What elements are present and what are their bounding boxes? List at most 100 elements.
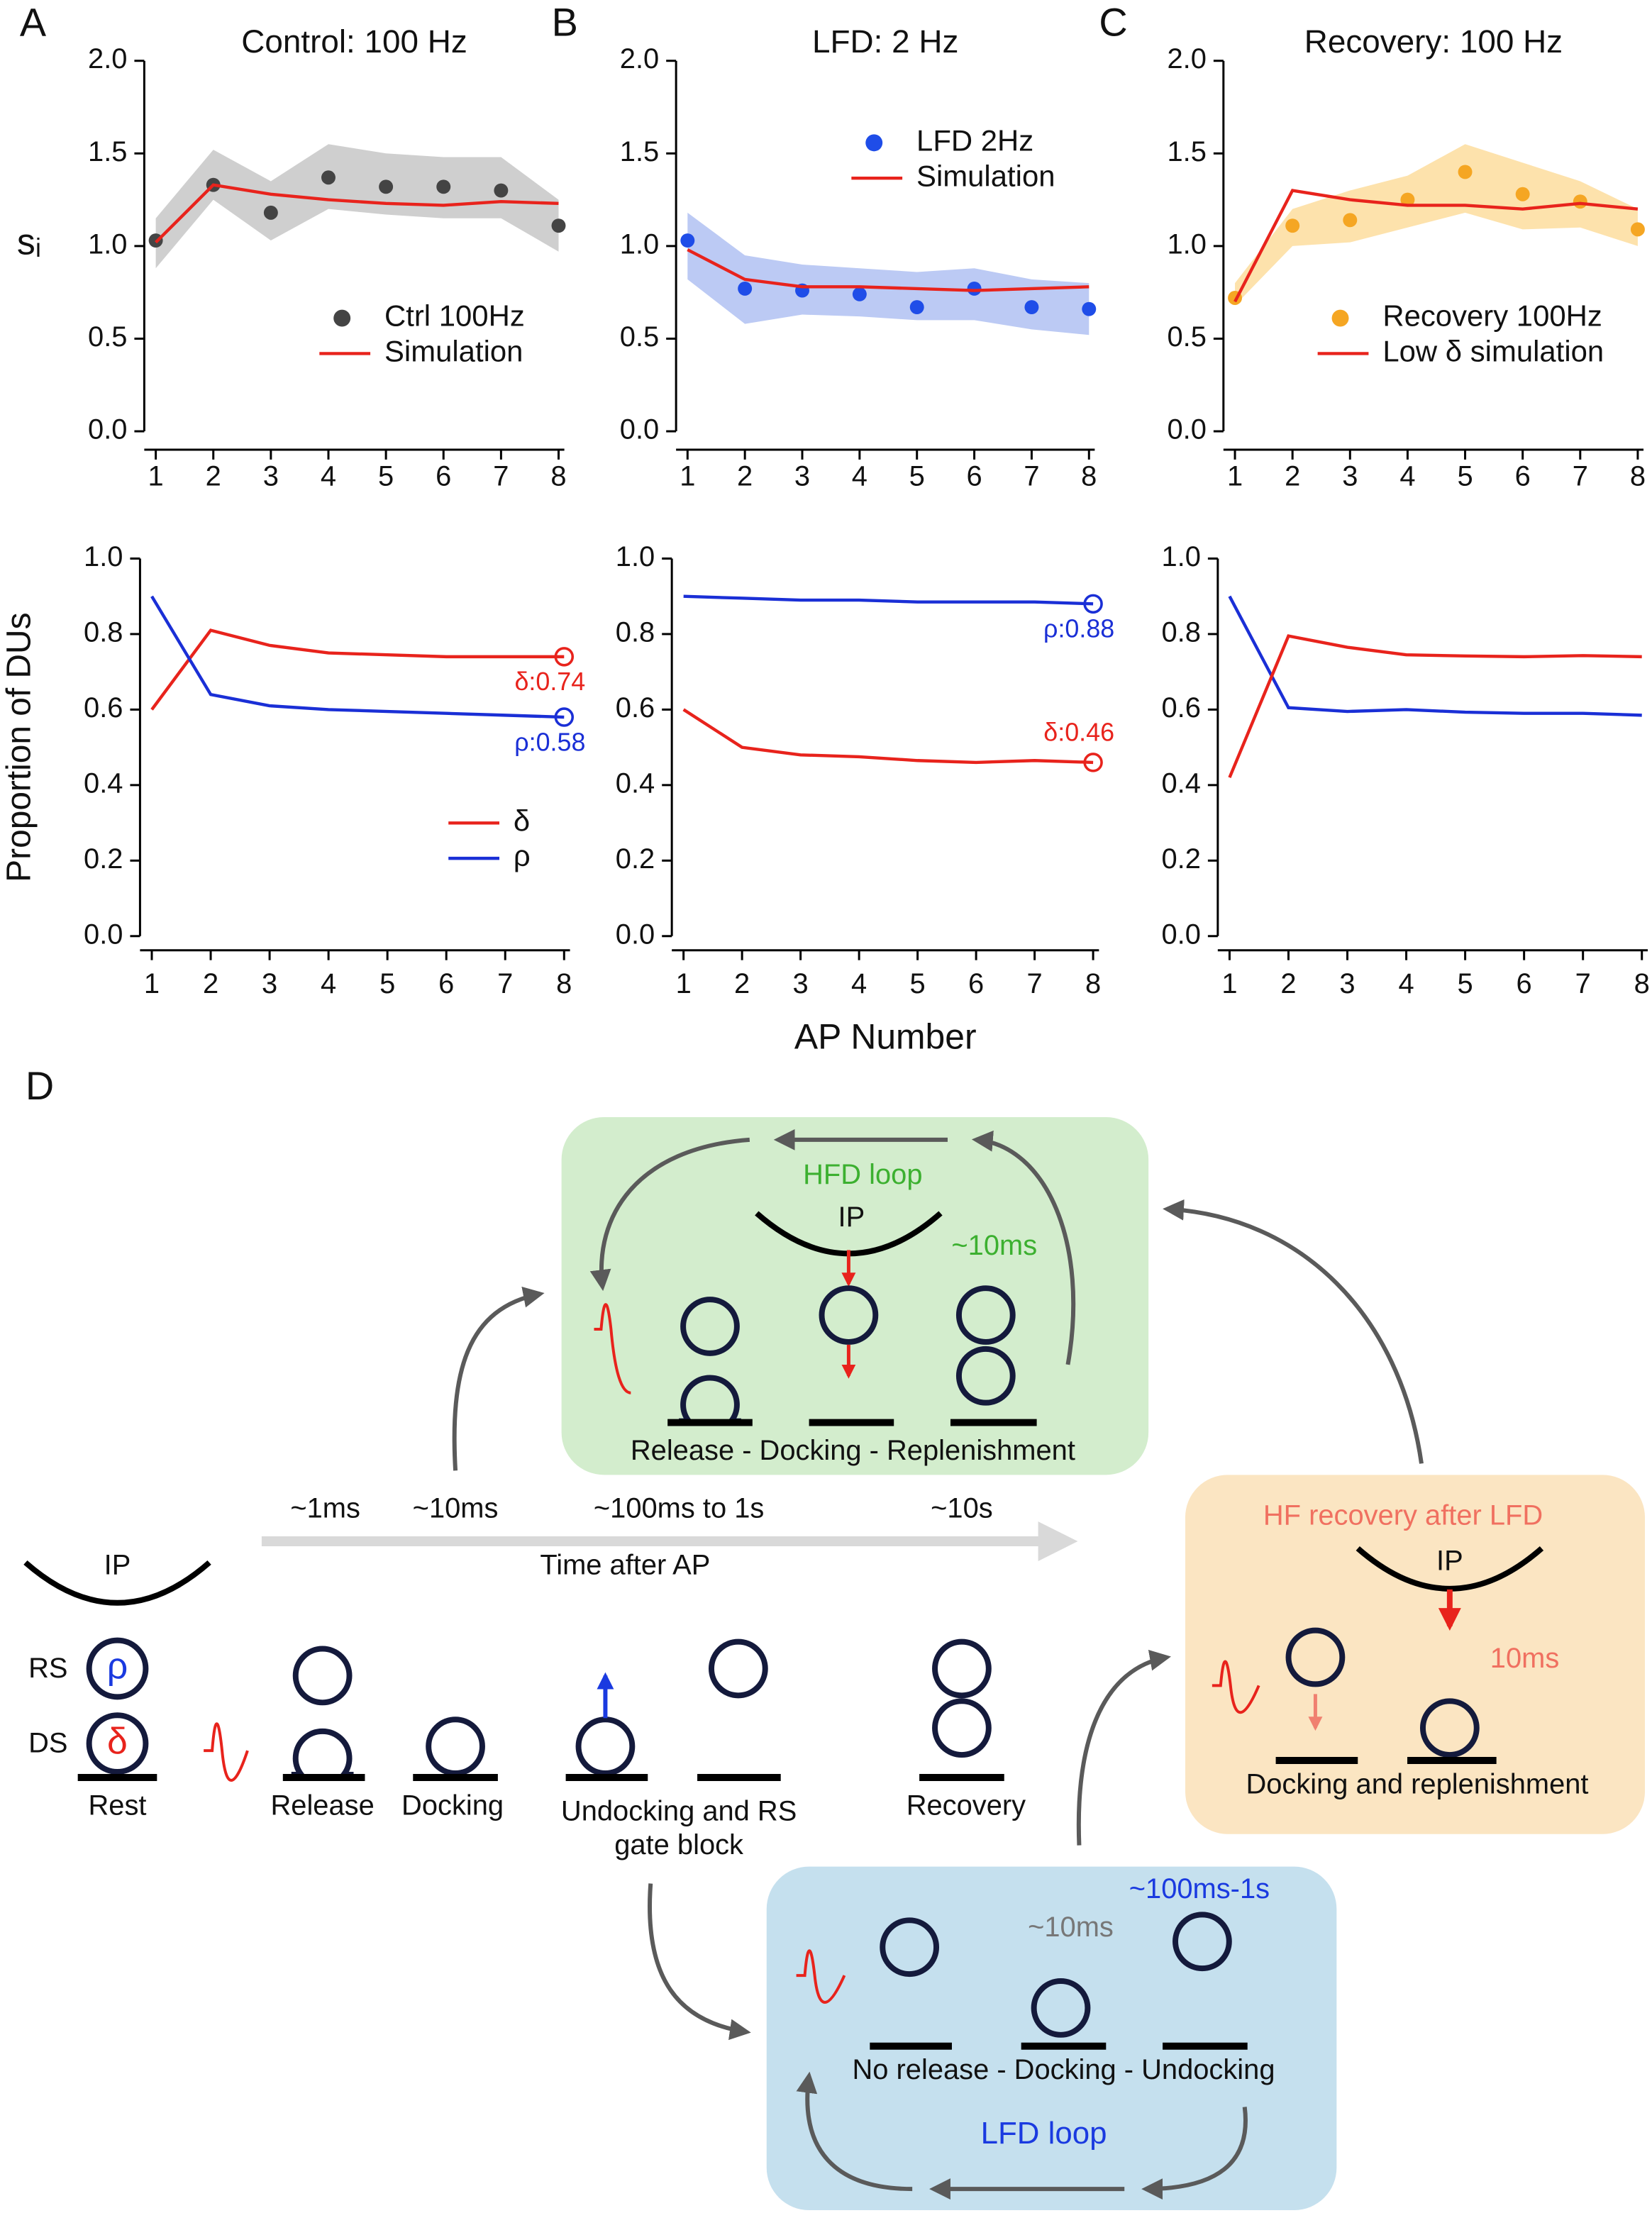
arrow [1141, 2107, 1248, 2200]
ip-label: IP [838, 1202, 865, 1233]
vesicle [932, 1698, 992, 1758]
data-point [1400, 192, 1415, 207]
x-tick-label: 6 [966, 460, 982, 492]
y-tick-label: 1.0 [88, 228, 127, 260]
ip-label: IP [104, 1549, 131, 1580]
end-marker [1083, 753, 1103, 772]
vesicle [708, 1638, 768, 1699]
y-tick-label: 0.6 [84, 692, 123, 723]
y-tick-label: 1.0 [1161, 541, 1200, 572]
end-marker [554, 647, 575, 667]
x-tick-label: 8 [1081, 460, 1097, 492]
legend-label: Simulation [384, 334, 523, 367]
data-line [155, 183, 559, 244]
vesicle [292, 1646, 353, 1706]
vesicle [819, 1285, 879, 1345]
hfd-box [561, 1116, 1149, 1475]
vesicle [1173, 1912, 1232, 1972]
time-mark: ~1ms [290, 1493, 360, 1524]
chart-title: Recovery: 100 Hz [1304, 23, 1563, 60]
data-label: δ:0.46 [1043, 719, 1114, 747]
x-tick-label: 5 [378, 460, 394, 492]
time-label: ~10ms [1028, 1912, 1114, 1943]
error-band [687, 212, 1090, 335]
x-tick-label: 5 [379, 968, 395, 999]
x-tick-label: 7 [1024, 460, 1039, 492]
hfd-title: HFD loop [803, 1159, 922, 1190]
data-point [1285, 218, 1300, 233]
legend-label: δ [514, 804, 530, 837]
x-tick-label: 6 [968, 968, 984, 999]
data-point [1515, 187, 1530, 201]
x-tick-label: 4 [321, 460, 336, 492]
arrow [1163, 1199, 1424, 1464]
vesicle [1419, 1698, 1480, 1758]
chart: 0.0 0.5 1.0 1.5 2.0 1 2 3 4 5 6 7 8 Recovery: 100 Hz C… [1099, 0, 1646, 492]
vesicle [880, 1917, 940, 1978]
data-line [1234, 189, 1639, 303]
y-tick-label: 0.0 [1167, 414, 1206, 445]
state-label: Recovery [907, 1790, 1026, 1821]
panel-label: A [20, 0, 47, 45]
y-tick-label: 0.5 [620, 321, 659, 353]
chart: 0.0 0.5 1.0 1.5 2.0 1 2 3 4 5 6 7 8 Control: 100 Hz As… [17, 0, 567, 492]
error-band [1235, 144, 1638, 306]
y-tick-label: 0.0 [1161, 919, 1200, 950]
y-tick-label: 1.5 [88, 136, 127, 167]
hf-recovery-title: HF recovery after LFD [1263, 1500, 1543, 1531]
x-tick-label: 5 [910, 968, 926, 999]
time-label: ~10ms [951, 1230, 1037, 1261]
vesicle [955, 1285, 1016, 1345]
x-tick-label: 8 [550, 460, 566, 492]
state-label: Docking [401, 1790, 504, 1821]
data-point [680, 233, 695, 248]
data-point [494, 183, 509, 198]
legend-label: Simulation [916, 159, 1055, 192]
lfd-caption: No release - Docking - Undocking [852, 2054, 1275, 2085]
y-tick-label: 2.0 [88, 43, 127, 74]
panel-label: B [552, 0, 578, 45]
x-tick-label: 5 [1457, 460, 1473, 492]
vesicle [1285, 1627, 1346, 1687]
x-tick-label: 4 [1399, 460, 1415, 492]
state-label: Rest [89, 1790, 147, 1821]
y-tick-label: 0.8 [84, 616, 123, 648]
y-tick-label: 1.0 [616, 541, 655, 572]
ap-spike [594, 1303, 631, 1394]
ap-spike [204, 1722, 249, 1782]
lfd-title: LFD loop [981, 2116, 1107, 2151]
data-line [1228, 595, 1642, 717]
end-marker [1083, 594, 1103, 614]
data-point [967, 281, 982, 296]
x-tick-label: 1 [144, 968, 160, 999]
x-tick-label: 7 [1027, 968, 1043, 999]
end-marker [554, 707, 575, 727]
data-line [1228, 634, 1642, 779]
data-line [682, 708, 1094, 765]
chart: 0.0 0.2 0.4 0.6 0.8 1.0 1 2 3 4 5 6 7 8 [1161, 541, 1649, 999]
time-mark: ~100ms to 1s [594, 1493, 764, 1524]
y-tick-label: 0.8 [616, 616, 655, 648]
x-tick-label: 2 [734, 968, 750, 999]
x-tick-label: 2 [1285, 460, 1300, 492]
y-tick-label: 1.5 [1167, 136, 1206, 167]
state-label: Release [271, 1790, 375, 1821]
x-tick-label: 6 [436, 460, 451, 492]
data-line [687, 248, 1090, 292]
x-tick-label: 2 [203, 968, 218, 999]
legend-marker [1331, 309, 1349, 327]
arrow [1076, 1650, 1171, 1846]
chart-title: Control: 100 Hz [241, 23, 467, 60]
x-tick-label: 1 [1221, 968, 1237, 999]
legend-marker [333, 309, 351, 327]
ds-label: DS [28, 1728, 67, 1759]
x-tick-label: 4 [1398, 968, 1414, 999]
y-tick-label: 0.6 [616, 692, 655, 723]
ap-spike [796, 1949, 846, 2004]
data-point [1573, 194, 1587, 209]
ip-label: IP [1436, 1545, 1463, 1576]
data-label: δ:0.74 [514, 667, 585, 696]
hf-recovery-caption: Docking and replenishment [1246, 1768, 1588, 1799]
